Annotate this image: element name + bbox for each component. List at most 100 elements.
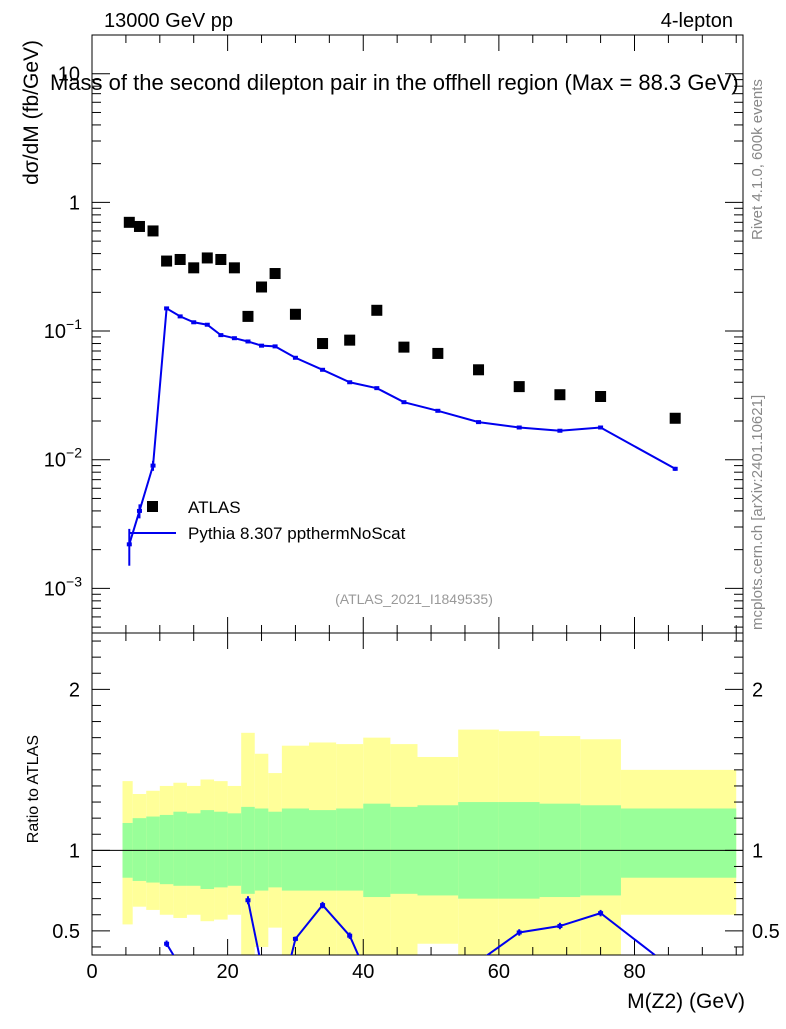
x-tick-label: 0 xyxy=(86,961,97,983)
ratio-band-green xyxy=(214,811,228,888)
ratio-y-tick-label: 2 xyxy=(69,679,80,701)
pythia-point xyxy=(204,322,210,327)
ratio-band-green xyxy=(200,810,215,889)
pythia-point xyxy=(150,463,156,468)
atlas-point xyxy=(669,412,681,424)
header-energy-label: 13000 GeV pp xyxy=(104,10,233,32)
atlas-point xyxy=(513,381,525,393)
pythia-ratio-point xyxy=(320,903,326,908)
legend-atlas-label: ATLAS xyxy=(188,498,241,517)
ratio-y-axis-label: Ratio to ATLAS xyxy=(25,735,42,843)
pythia-point xyxy=(177,314,183,319)
atlas-point xyxy=(123,216,135,228)
pythia-point xyxy=(672,466,678,471)
atlas-point xyxy=(554,389,566,401)
atlas-point xyxy=(432,347,444,359)
pythia-ratio-point xyxy=(557,924,563,929)
ratio-plot-frame xyxy=(91,632,744,956)
atlas-point xyxy=(371,304,383,316)
ratio-band-green xyxy=(254,808,269,891)
ratio-band-green xyxy=(620,808,737,878)
atlas-point xyxy=(188,262,200,274)
pythia-point xyxy=(272,344,278,349)
ratio-uncertainty-bands xyxy=(122,729,737,955)
atlas-point xyxy=(317,338,329,350)
header-process-label: 4-lepton xyxy=(661,10,733,32)
pythia-point xyxy=(374,386,380,391)
pythia-point xyxy=(126,542,132,547)
pythia-point xyxy=(598,425,604,430)
ratio-band-green xyxy=(336,808,364,891)
atlas-series xyxy=(123,216,681,424)
pythia-point xyxy=(435,408,441,413)
ratio-y-tick-label-right: 0.5 xyxy=(752,921,780,943)
pythia-point xyxy=(231,336,237,341)
ratio-band-green xyxy=(132,818,147,881)
main-y-tick-label: 10 xyxy=(58,64,80,86)
ratio-axis-ticks: 0 20 40 60 80 0.5 0.5 1 1 2 2 xyxy=(52,633,780,983)
ratio-y-tick-label-right: 1 xyxy=(752,840,763,862)
main-y-tick-label: 1 xyxy=(69,192,80,214)
main-plot-frame xyxy=(91,34,744,634)
pythia-point xyxy=(259,343,265,348)
pythia-ratio-point xyxy=(516,930,522,935)
ratio-band-green xyxy=(227,813,242,886)
rivet-version-label: Rivet 4.1.0, 600k events xyxy=(749,79,766,240)
pythia-ratio-point xyxy=(164,941,170,946)
x-tick-label: 60 xyxy=(488,961,510,983)
main-y-axis-ticks: 10−3 10−2 10−1 1 10 xyxy=(44,34,743,633)
pythia-point xyxy=(164,306,170,311)
pythia-ratio-series xyxy=(164,896,656,955)
pythia-point xyxy=(136,508,142,513)
x-axis-label: M(Z2) (GeV) xyxy=(627,990,745,1013)
atlas-point xyxy=(595,390,607,402)
atlas-point xyxy=(174,253,186,265)
pythia-ratio-line xyxy=(165,943,175,955)
legend-atlas-marker xyxy=(147,501,158,512)
ratio-y-tick-label: 0.5 xyxy=(52,921,80,943)
pythia-point xyxy=(191,320,197,325)
ratio-band-green xyxy=(159,814,174,885)
legend-pythia-label: Pythia 8.307 ppthermNoScat xyxy=(188,524,406,543)
pythia-point xyxy=(218,333,224,338)
atlas-point xyxy=(133,220,145,232)
atlas-point xyxy=(228,262,240,274)
atlas-point xyxy=(473,364,485,376)
pythia-ratio-point xyxy=(245,898,251,903)
ratio-y-tick-label: 1 xyxy=(69,840,80,862)
pythia-point xyxy=(401,400,407,405)
main-y-tick-label: 10−1 xyxy=(44,316,82,343)
main-y-axis-label: dσ/dM (fb/GeV) xyxy=(20,40,43,185)
pythia-point xyxy=(320,367,326,372)
pythia-point xyxy=(476,420,482,425)
ratio-band-green xyxy=(146,816,160,883)
pythia-point xyxy=(557,428,563,433)
atlas-point xyxy=(344,334,356,346)
ratio-band-green xyxy=(268,811,282,888)
mcplots-source-label: mcplots.cern.ch [arXiv:2401.10621] xyxy=(749,395,766,630)
pythia-point xyxy=(347,380,353,385)
legend: ATLAS Pythia 8.307 ppthermNoScat xyxy=(130,498,406,543)
analysis-watermark: (ATLAS_2021_I1849535) xyxy=(335,591,493,607)
atlas-point xyxy=(147,225,159,237)
pythia-ratio-point xyxy=(292,936,298,941)
pythia-point xyxy=(245,339,251,344)
atlas-point xyxy=(161,255,173,267)
atlas-point xyxy=(289,308,301,320)
x-tick-label: 80 xyxy=(623,961,645,983)
pythia-ratio-point xyxy=(347,933,353,938)
x-tick-label: 20 xyxy=(217,961,239,983)
atlas-point xyxy=(269,268,281,280)
atlas-point xyxy=(201,252,213,264)
atlas-point xyxy=(256,281,268,293)
pythia-ratio-point xyxy=(598,911,604,916)
ratio-band-green xyxy=(173,811,187,886)
atlas-point xyxy=(242,310,254,322)
main-y-tick-label: 10−2 xyxy=(44,445,82,472)
x-tick-label: 40 xyxy=(352,961,374,983)
ratio-band-green xyxy=(281,808,309,891)
main-plot-title: Mass of the second dilepton pair in the … xyxy=(50,70,739,95)
pythia-series xyxy=(126,306,678,566)
